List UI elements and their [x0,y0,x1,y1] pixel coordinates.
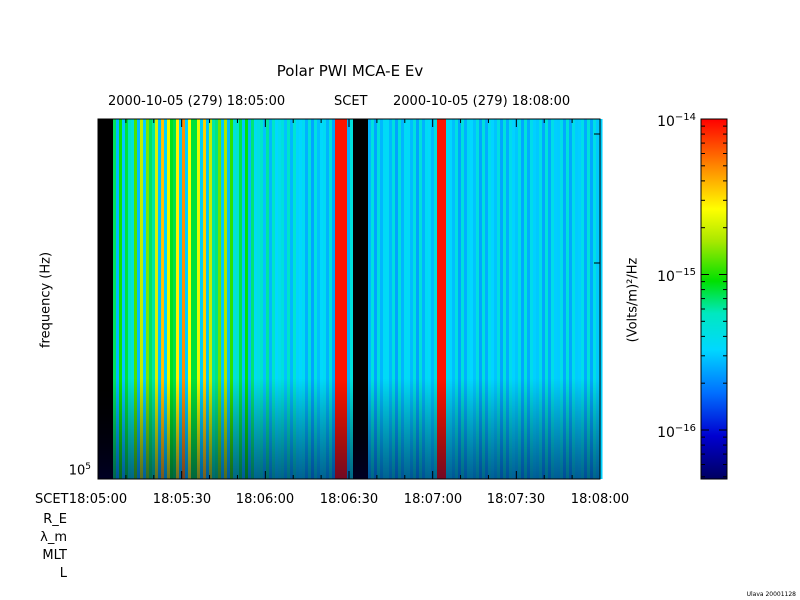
colorbar-label: (Volts/m)²/Hz [625,257,641,343]
row-label-re: R_E [43,512,67,527]
colorbar-tick-base: 10 [657,268,675,285]
spectrogram-column [599,119,603,479]
row-label-mlt: MLT [42,548,67,563]
x-tick-label: 18:07:30 [486,492,546,507]
top-axis-mid-label: SCET [334,94,368,109]
y-tick-exp: 5 [85,462,91,472]
colorbar-tick-exp: −14 [674,112,696,124]
colorbar-tick-exp: −15 [674,267,696,279]
chart-title: Polar PWI MCA-E Ev [276,62,424,80]
footer-credit: Ulava 20001128 [746,591,796,598]
colorbar-tick-label: 10−16 [657,423,696,441]
colorbar-tick-base: 10 [657,113,675,130]
x-tick-label: 18:08:00 [570,492,630,507]
y-axis-label: frequency (Hz) [38,251,54,349]
colorbar-tick-exp: −16 [674,423,696,435]
colorbar-tick-base: 10 [657,424,675,441]
row-label-l: L [59,566,67,581]
x-tick-label: 18:05:30 [152,492,212,507]
colorbar-ticks [701,118,727,478]
x-axis-row-label: SCET [35,492,69,507]
x-tick-label: 18:06:00 [235,492,295,507]
colorbar-tick-label: 10−15 [657,267,696,285]
y-tick-base: 10 [68,463,86,479]
y-tick-label: 105 [69,462,91,478]
x-tick-label: 18:05:00 [68,492,128,507]
top-axis-right-label: 2000-10-05 (279) 18:08:00 [393,94,571,109]
row-label-lambda: λ_m [40,530,67,545]
x-tick-label: 18:06:30 [319,492,379,507]
plot-shade [98,119,600,479]
top-axis-left-label: 2000-10-05 (279) 18:05:00 [108,94,286,109]
colorbar-tick-label: 10−14 [657,112,696,130]
x-ticks [97,119,601,479]
x-tick-label: 18:07:00 [403,492,463,507]
y-ticks [98,133,600,264]
